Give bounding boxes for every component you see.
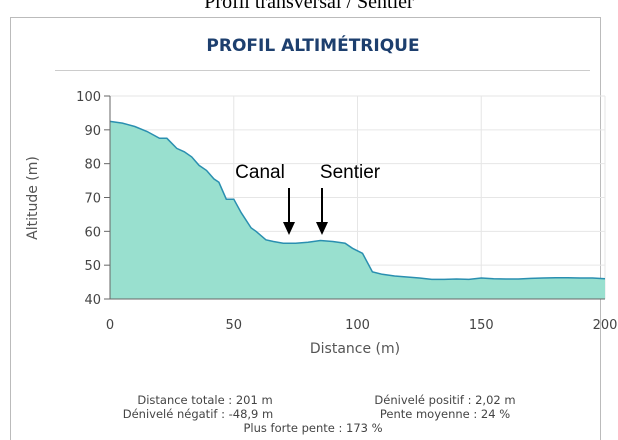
stat: Plus forte pente : 173 % bbox=[243, 421, 382, 435]
stat: Pente moyenne : 24 % bbox=[380, 407, 510, 421]
x-axis-title: Distance (m) bbox=[310, 341, 400, 357]
arrow-head bbox=[283, 222, 295, 235]
x-tick-label: 200 bbox=[593, 318, 618, 333]
y-tick-label: 90 bbox=[84, 124, 101, 139]
x-tick-label: 150 bbox=[469, 318, 494, 333]
y-tick-label: 70 bbox=[84, 192, 101, 207]
y-tick-label: 100 bbox=[76, 90, 101, 105]
caption: Profil transversal / Sentier bbox=[204, 0, 414, 13]
chart-title: PROFIL ALTIMÉTRIQUE bbox=[206, 34, 419, 56]
y-tick-label: 80 bbox=[84, 158, 101, 173]
area-fill bbox=[110, 121, 605, 300]
y-tick-label: 60 bbox=[84, 225, 101, 240]
annotation: Canal bbox=[235, 162, 285, 183]
x-tick-label: 100 bbox=[345, 318, 370, 333]
stat: Distance totale : 201 m bbox=[137, 393, 272, 407]
y-axis-title: Altitude (m) bbox=[25, 156, 41, 240]
arrow-head bbox=[316, 222, 328, 235]
x-tick-label: 50 bbox=[225, 318, 242, 333]
x-tick-label: 0 bbox=[106, 318, 114, 333]
stat: Dénivelé positif : 2,02 m bbox=[374, 393, 515, 407]
stat: Dénivelé négatif : -48,9 m bbox=[123, 407, 273, 421]
y-tick-label: 50 bbox=[84, 259, 101, 274]
profile-line bbox=[109, 120, 606, 281]
y-tick-label: 40 bbox=[84, 293, 101, 308]
panel-border bbox=[10, 17, 601, 440]
annotation: Sentier bbox=[320, 162, 381, 183]
